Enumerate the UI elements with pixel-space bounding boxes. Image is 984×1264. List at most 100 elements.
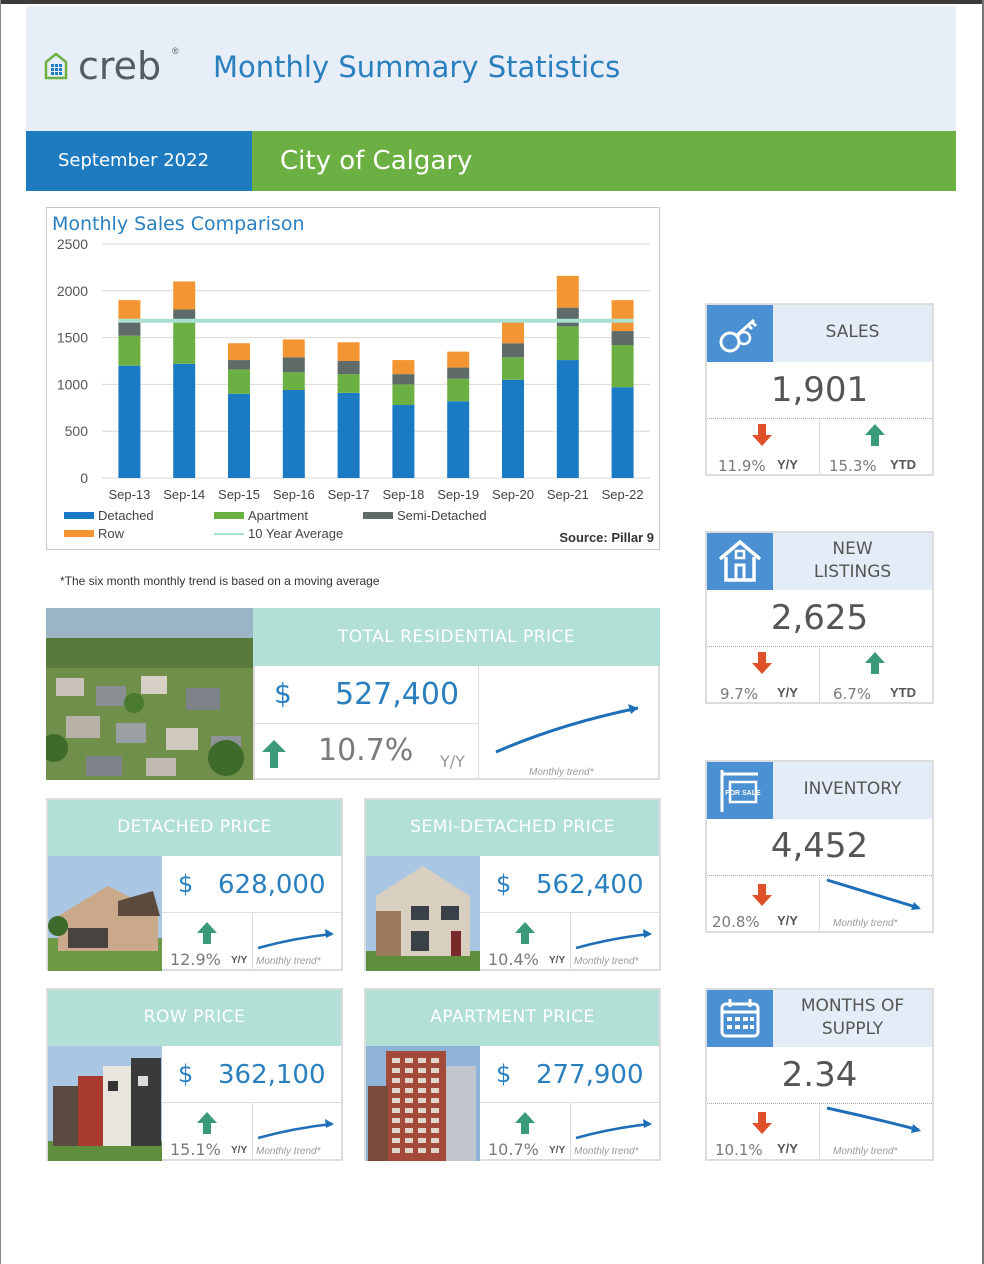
inventory-yy-label: Y/Y	[777, 913, 798, 928]
y-tick-label: 2500	[57, 236, 88, 252]
city-name: City of Calgary	[280, 146, 473, 176]
divider	[707, 418, 932, 419]
arrow-up-icon	[196, 1110, 218, 1136]
for-sale-sign-icon: FOR SALE	[720, 770, 761, 812]
bar-detached	[282, 390, 305, 478]
apartment-price-value: 277,900	[536, 1060, 644, 1090]
page-header	[26, 6, 956, 131]
semi-detached-price-header	[366, 800, 659, 856]
apartment-currency: $	[496, 1060, 512, 1088]
bar-apartment	[392, 384, 415, 405]
y-tick-label: 500	[65, 423, 89, 439]
semi-detached-yy-label: Y/Y	[549, 955, 566, 966]
bar-semi-detached	[337, 361, 360, 375]
x-tick-label: Sep-18	[382, 487, 424, 502]
listings-yy-percent: 9.7%	[720, 685, 759, 703]
x-tick-label: Sep-20	[492, 487, 534, 502]
bar-detached	[118, 365, 141, 478]
bar-apartment	[556, 326, 579, 361]
inventory-yy-percent: 20.8%	[712, 913, 760, 931]
city-band	[252, 131, 956, 191]
inventory-trend-label: Monthly trend*	[833, 918, 898, 929]
divider	[819, 877, 820, 931]
row-trend-label: Monthly trend*	[256, 1146, 321, 1157]
total-price-value: 527,400	[335, 677, 460, 712]
inventory-value: 4,452	[770, 826, 869, 866]
bar-apartment	[447, 378, 470, 402]
bar-apartment	[282, 372, 305, 391]
apartment-trend-label: Monthly trend*	[574, 1146, 639, 1157]
x-tick-label: Sep-22	[602, 487, 644, 502]
row-price-value: 362,100	[218, 1060, 326, 1090]
divider	[252, 1102, 253, 1161]
arrow-up-icon	[514, 1110, 536, 1136]
bar-detached	[228, 393, 250, 478]
calendar-icon	[720, 999, 760, 1038]
row-photo	[48, 1046, 162, 1161]
monthly-trend-arrow	[495, 704, 639, 754]
sales-yy-percent: 11.9%	[718, 457, 766, 475]
listings-ytd-label: YTD	[890, 685, 916, 700]
arrow-up-icon	[514, 920, 536, 946]
bar-detached	[392, 404, 415, 478]
divider	[478, 666, 479, 780]
apartment-photo	[366, 1046, 480, 1161]
sales-value: 1,901	[770, 370, 869, 410]
legend-label: 10 Year Average	[248, 526, 343, 541]
frame-right	[982, 0, 984, 1264]
listings-header	[773, 533, 932, 590]
arrow-up-icon	[196, 920, 218, 946]
apartment-yy-label: Y/Y	[549, 1145, 566, 1156]
detached-price-title: DETACHED PRICE	[117, 817, 272, 837]
brand-name: creb	[78, 44, 162, 88]
arrow-up-icon	[262, 740, 286, 768]
sales-ytd-label: YTD	[890, 457, 916, 472]
arrow-down-icon	[752, 1112, 772, 1134]
bar-apartment	[611, 345, 634, 388]
total-price-title: TOTAL RESIDENTIAL PRICE	[337, 627, 576, 647]
semi-detached-photo	[366, 856, 480, 971]
bar-semi-detached	[611, 331, 634, 346]
bar-row	[611, 300, 634, 332]
bar-detached	[173, 363, 196, 478]
inventory-icon-box	[707, 762, 773, 819]
bar-row	[337, 342, 360, 361]
listings-yy-label: Y/Y	[777, 685, 798, 700]
supply-title-line2: SUPPLY	[821, 1019, 884, 1039]
supply-trend-label: Monthly trend*	[833, 1146, 898, 1157]
row-yy-percent: 15.1%	[170, 1140, 221, 1159]
monthly-trend-arrow	[826, 1106, 921, 1133]
semi-detached-price-title: SEMI-DETACHED PRICE	[410, 817, 615, 837]
bar-detached	[447, 401, 470, 478]
supply-value: 2.34	[781, 1055, 858, 1095]
divider	[707, 875, 932, 876]
legend-swatch	[363, 512, 393, 519]
bar-detached	[556, 360, 579, 478]
bar-row	[118, 300, 141, 322]
listings-ytd-percent: 6.7%	[833, 685, 872, 703]
bar-row	[502, 320, 524, 344]
monthly-trend-arrow	[574, 1116, 656, 1142]
detached-price-header	[48, 800, 341, 856]
apartment-yy-percent: 10.7%	[488, 1140, 539, 1159]
total-trend-label: Monthly trend*	[529, 767, 594, 778]
monthly-trend-arrow	[256, 926, 338, 952]
x-tick-label: Sep-17	[328, 487, 370, 502]
semi-detached-currency: $	[496, 870, 512, 898]
detached-yy-label: Y/Y	[231, 955, 248, 966]
apartment-price-title: APARTMENT PRICE	[430, 1007, 595, 1027]
frame-left	[0, 0, 1, 1264]
row-currency: $	[178, 1060, 194, 1088]
bar-apartment	[118, 335, 141, 366]
monthly-sales-chart: Monthly Sales Comparison 0 500 1000 1500 200…	[52, 213, 654, 545]
legend-label: Apartment	[248, 508, 308, 523]
divider	[819, 420, 820, 474]
bar-detached	[502, 379, 524, 478]
x-tick-label: Sep-16	[273, 487, 315, 502]
row-price-header	[48, 990, 341, 1046]
bar-semi-detached	[556, 307, 579, 327]
y-tick-label: 1500	[57, 330, 88, 346]
semi-detached-trend-label: Monthly trend*	[574, 956, 639, 967]
total-yy-label: Y/Y	[440, 752, 465, 771]
supply-yy-percent: 10.1%	[715, 1141, 763, 1159]
